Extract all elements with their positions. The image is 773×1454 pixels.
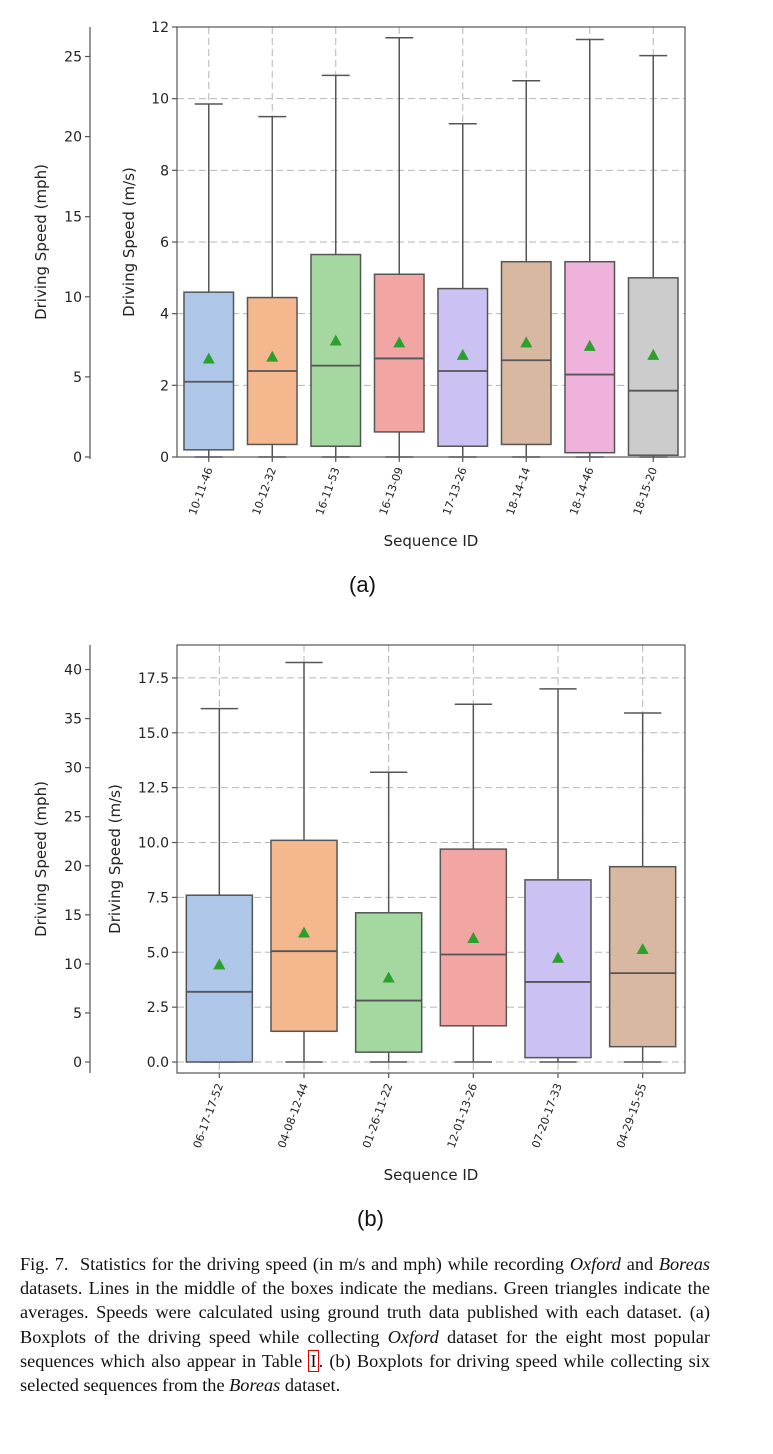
caption-text-4: . (b) Boxplots for driving speed while c… (20, 1350, 710, 1396)
y-tick-label: 12.5 (138, 781, 169, 797)
mean-marker (467, 932, 480, 944)
mean-marker (520, 336, 533, 348)
mean-marker (583, 339, 596, 351)
mean-marker (456, 348, 469, 360)
mean-marker (636, 942, 649, 954)
y-tick-label: 17.5 (138, 671, 169, 687)
y-tick-label: 2.5 (147, 1000, 169, 1016)
y2-tick-label: 15 (64, 908, 82, 924)
x-axis-label: Sequence ID (384, 532, 479, 550)
y2-tick-label: 25 (64, 49, 82, 65)
panel-label-a: (a) (349, 572, 376, 597)
y2-axis-label: Driving Speed (mph) (32, 164, 50, 320)
x-tick-label: 01-26-11-22 (360, 1082, 395, 1150)
y2-tick-label: 35 (64, 712, 82, 728)
mean-marker (552, 951, 564, 963)
y-tick-label: 8 (160, 163, 169, 179)
y2-tick-label: 5 (73, 370, 82, 386)
y2-axis-label: Driving Speed (mph) (32, 781, 50, 937)
caption-oxford: Oxford (569, 1254, 621, 1274)
y2-tick-label: 20 (64, 859, 82, 875)
caption-boreas: Boreas (658, 1254, 710, 1274)
plot-frame (176, 644, 686, 1074)
y-tick-label: 15.0 (138, 726, 169, 742)
caption-and: and (626, 1254, 654, 1274)
x-tick-label: 16-11-53 (313, 466, 342, 517)
mean-marker (382, 971, 395, 983)
y2-tick-label: 30 (64, 761, 82, 777)
mean-marker (298, 926, 310, 938)
box-04-29-15-55 (608, 865, 677, 1048)
x-axis-label: Sequence ID (384, 1166, 479, 1184)
mean-marker (213, 958, 226, 970)
box-01-26-11-22 (354, 912, 423, 1053)
x-tick-label: 18-14-14 (504, 466, 533, 517)
mean-marker (647, 348, 660, 360)
x-tick-label: 10-11-46 (186, 466, 215, 517)
y-tick-label: 4 (160, 307, 169, 323)
caption-oxford-2: Oxford (387, 1326, 439, 1347)
y-tick-label: 10.0 (138, 836, 169, 852)
box-16-13-09 (373, 273, 425, 433)
y-tick-label: 10 (151, 92, 169, 108)
box-06-17-17-52 (185, 894, 254, 1063)
box-17-13-26 (437, 287, 489, 448)
caption-lead: Fig. 7. (20, 1254, 69, 1274)
x-tick-label: 12-01-13-26 (445, 1082, 480, 1150)
caption-text-3: dataset for the eight most popular seque… (20, 1326, 710, 1371)
x-tick-label: 04-29-15-55 (614, 1082, 649, 1150)
y-tick-label: 5.0 (147, 945, 169, 961)
mean-marker (266, 350, 279, 362)
y-tick-label: 6 (160, 235, 169, 251)
y2-tick-label: 15 (64, 210, 82, 226)
box-16-11-53 (310, 253, 362, 447)
y-tick-label: 12 (151, 20, 169, 36)
y-tick-label: 0.0 (147, 1055, 169, 1071)
y-axis-label: Driving Speed (m/s) (120, 167, 138, 317)
y2-tick-label: 5 (73, 1006, 82, 1022)
y2-tick-label: 25 (64, 810, 82, 826)
y-tick-label: 7.5 (147, 890, 169, 906)
box-10-11-46 (183, 291, 235, 451)
mean-marker (329, 334, 342, 346)
box-18-14-14 (500, 260, 552, 446)
x-tick-label: 04-08-12-44 (275, 1082, 310, 1150)
mean-marker (393, 336, 406, 348)
x-tick-label: 06-17-17-52 (191, 1082, 226, 1150)
x-tick-label: 10-12-32 (250, 466, 279, 517)
x-tick-label: 07-20-17-33 (529, 1082, 564, 1150)
caption-text-1: Statistics for the driving speed (in m/s… (79, 1254, 565, 1274)
x-tick-label: 18-15-20 (631, 466, 660, 517)
panel-label-b: (b) (357, 1206, 384, 1231)
caption-text-2: datasets. Lines in the middle of the box… (20, 1278, 710, 1347)
y2-tick-label: 10 (64, 957, 82, 973)
y2-tick-label: 10 (64, 290, 82, 306)
x-tick-label: 16-13-09 (377, 466, 406, 517)
y2-tick-label: 20 (64, 130, 82, 146)
y2-tick-label: 0 (73, 1055, 82, 1071)
caption-boreas-2: Boreas (229, 1375, 281, 1396)
caption-text-5: dataset. (284, 1375, 341, 1396)
y-axis-label: Driving Speed (m/s) (106, 784, 124, 934)
box-07-20-17-33 (524, 879, 592, 1059)
x-tick-label: 18-14-46 (567, 466, 596, 517)
box-18-15-20 (627, 277, 679, 456)
x-tick-label: 17-13-26 (440, 466, 469, 517)
y2-tick-label: 0 (73, 450, 82, 466)
boxplot-boreas: 0.0 2.5 5.0 7.5 10.0 12.5 15.0 17.5 06-17-17-52 0… (32, 644, 686, 1184)
y-tick-label: 0 (160, 450, 169, 466)
y-tick-label: 2 (160, 378, 169, 394)
mean-marker (202, 352, 215, 364)
table-reference-link[interactable]: I (308, 1349, 319, 1372)
figure-caption: Fig. 7. Statistics for the driving speed… (20, 1252, 710, 1397)
y2-tick-label: 40 (64, 663, 82, 679)
box-18-14-46 (564, 260, 616, 454)
boxplot-oxford: 0 2 4 6 8 10 12 10-11-46 10-12-32 16-11-53 16-13-0… (32, 20, 686, 550)
